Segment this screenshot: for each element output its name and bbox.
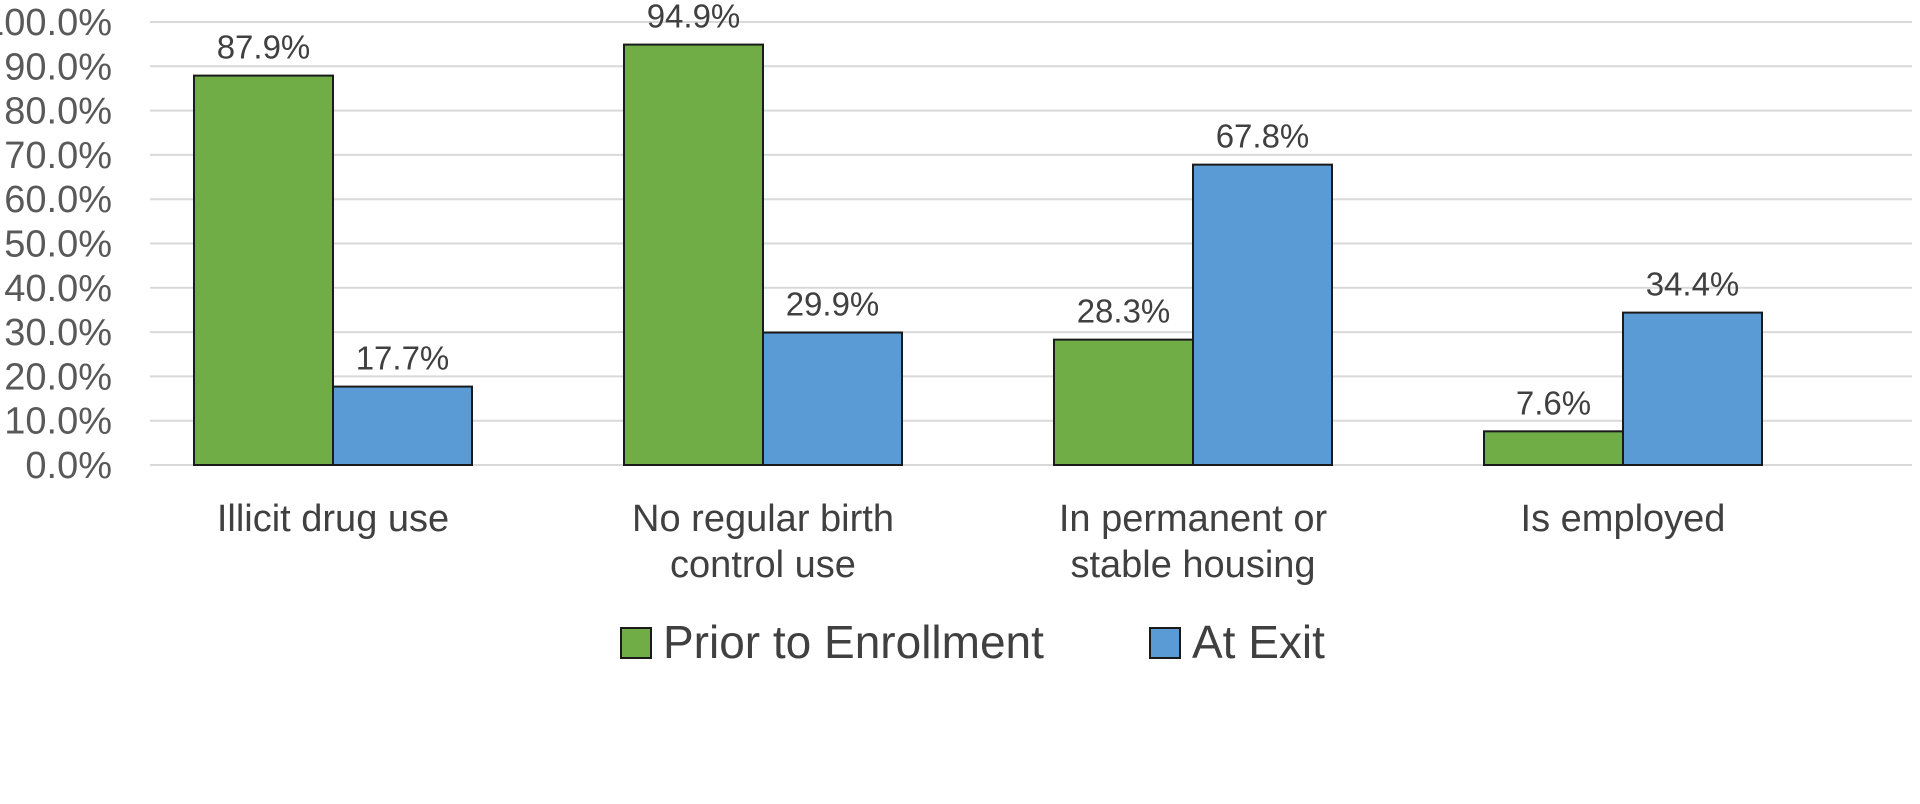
y-tick-label: 0.0% [25, 445, 112, 487]
legend-swatch-exit [1149, 627, 1181, 659]
y-tick-label: 10.0% [4, 401, 112, 443]
bar-exit-2 [1192, 163, 1333, 466]
y-tick-label: 90.0% [4, 46, 112, 88]
x-category-label: Illicit drug use [217, 498, 449, 540]
x-category-label: In permanent or [1059, 498, 1328, 540]
y-tick-label: 70.0% [4, 135, 112, 177]
x-category-label: control use [670, 544, 856, 586]
bar-prior-3 [1483, 430, 1624, 466]
data-label: 28.3% [1077, 293, 1171, 330]
data-label: 94.9% [647, 0, 741, 35]
y-tick-label: 100.0% [0, 2, 112, 44]
bar-exit-3 [1622, 311, 1763, 466]
bar-exit-0 [332, 385, 473, 466]
legend-label-prior: Prior to Enrollment [663, 616, 1044, 668]
bar-exit-1 [762, 331, 903, 466]
x-category-label: stable housing [1070, 544, 1315, 586]
x-category-label: Is employed [1521, 498, 1726, 540]
y-axis-ticks: 0.0%10.0%20.0%30.0%40.0%50.0%60.0%70.0%8… [0, 2, 112, 487]
y-tick-label: 80.0% [4, 91, 112, 133]
data-label: 7.6% [1516, 384, 1591, 421]
bars [193, 43, 1763, 467]
data-label: 29.9% [786, 286, 880, 323]
data-label: 67.8% [1216, 118, 1310, 155]
legend: Prior to Enrollment At Exit [620, 616, 1325, 668]
y-tick-label: 60.0% [4, 179, 112, 221]
bar-prior-1 [623, 43, 764, 467]
y-tick-label: 50.0% [4, 224, 112, 266]
x-category-label: No regular birth [632, 498, 894, 540]
y-tick-label: 30.0% [4, 312, 112, 354]
legend-swatch-prior [620, 627, 652, 659]
bar-prior-0 [193, 74, 334, 466]
legend-label-exit: At Exit [1192, 616, 1325, 668]
y-tick-label: 20.0% [4, 356, 112, 398]
data-label: 34.4% [1646, 266, 1740, 303]
data-label: 17.7% [356, 340, 450, 377]
bar-prior-2 [1053, 338, 1194, 467]
x-axis-categories: Illicit drug use No regular birthcontrol … [217, 498, 1726, 586]
data-labels: 87.9% 17.7% 94.9% 29.9% 28.3% 67.8% 7.6% 34.4% [217, 0, 1740, 421]
y-tick-label: 40.0% [4, 268, 112, 310]
data-label: 87.9% [217, 29, 311, 66]
